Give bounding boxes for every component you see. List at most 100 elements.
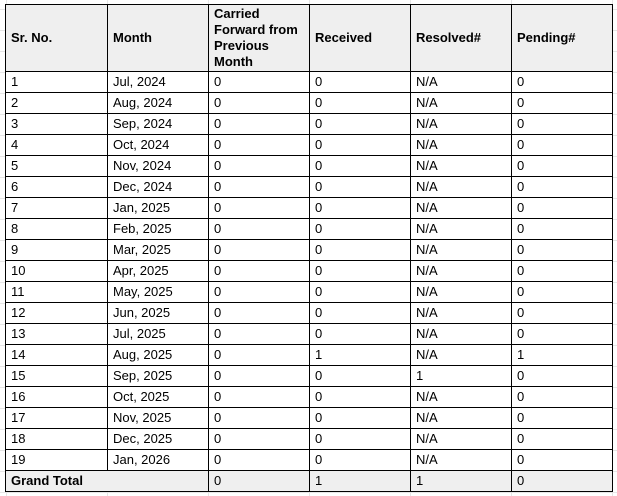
cell-resolved: 1 — [410, 365, 512, 387]
cell-resolved: N/A — [410, 197, 512, 219]
cell-sr-no: 15 — [5, 365, 108, 387]
header-received: Received — [309, 4, 411, 72]
cell-received: 0 — [309, 176, 411, 198]
cell-month: Feb, 2025 — [107, 218, 209, 240]
cell-sr-no: 16 — [5, 386, 108, 408]
cell-carried-forward: 0 — [208, 218, 310, 240]
cell-sr-no: 19 — [5, 449, 108, 471]
cell-received: 0 — [309, 323, 411, 345]
table-row: 1 Jul, 2024 0 0 N/A 0 — [5, 71, 613, 93]
cell-received: 0 — [309, 407, 411, 429]
cell-resolved: N/A — [410, 386, 512, 408]
cell-carried-forward: 0 — [208, 197, 310, 219]
cell-pending: 0 — [511, 281, 613, 303]
cell-pending: 0 — [511, 365, 613, 387]
cell-month: Jan, 2025 — [107, 197, 209, 219]
cell-received: 0 — [309, 197, 411, 219]
cell-carried-forward: 0 — [208, 365, 310, 387]
cell-resolved: N/A — [410, 176, 512, 198]
cell-month: Sep, 2025 — [107, 365, 209, 387]
cell-resolved: N/A — [410, 218, 512, 240]
cell-received: 0 — [309, 155, 411, 177]
cell-sr-no: 12 — [5, 302, 108, 324]
cell-pending: 0 — [511, 428, 613, 450]
cell-sr-no: 10 — [5, 260, 108, 282]
cell-received: 0 — [309, 71, 411, 93]
cell-month: Aug, 2024 — [107, 92, 209, 114]
cell-received: 0 — [309, 428, 411, 450]
table-row: 16 Oct, 2025 0 0 N/A 0 — [5, 386, 613, 408]
total-pending: 0 — [511, 470, 613, 492]
table-row: 17 Nov, 2025 0 0 N/A 0 — [5, 407, 613, 429]
table-row: 6 Dec, 2024 0 0 N/A 0 — [5, 176, 613, 198]
cell-carried-forward: 0 — [208, 71, 310, 93]
total-resolved: 1 — [410, 470, 512, 492]
cell-pending: 0 — [511, 71, 613, 93]
table-row: 10 Apr, 2025 0 0 N/A 0 — [5, 260, 613, 282]
cell-resolved: N/A — [410, 281, 512, 303]
cell-month: Jun, 2025 — [107, 302, 209, 324]
cell-received: 0 — [309, 281, 411, 303]
table-row: 3 Sep, 2024 0 0 N/A 0 — [5, 113, 613, 135]
cell-carried-forward: 0 — [208, 281, 310, 303]
table-row: 4 Oct, 2024 0 0 N/A 0 — [5, 134, 613, 156]
header-month: Month — [107, 4, 209, 72]
cell-resolved: N/A — [410, 239, 512, 261]
cell-sr-no: 6 — [5, 176, 108, 198]
cell-pending: 0 — [511, 134, 613, 156]
table-row: 12 Jun, 2025 0 0 N/A 0 — [5, 302, 613, 324]
cell-month: Jul, 2024 — [107, 71, 209, 93]
cell-pending: 0 — [511, 386, 613, 408]
cell-month: Mar, 2025 — [107, 239, 209, 261]
cell-pending: 0 — [511, 449, 613, 471]
grand-total-row: Grand Total 0 1 1 0 — [5, 470, 613, 492]
cell-carried-forward: 0 — [208, 176, 310, 198]
table-row: 18 Dec, 2025 0 0 N/A 0 — [5, 428, 613, 450]
cell-pending: 0 — [511, 260, 613, 282]
cell-sr-no: 17 — [5, 407, 108, 429]
cell-received: 0 — [309, 449, 411, 471]
cell-month: Nov, 2025 — [107, 407, 209, 429]
cell-sr-no: 13 — [5, 323, 108, 345]
table-row: 13 Jul, 2025 0 0 N/A 0 — [5, 323, 613, 345]
cell-sr-no: 9 — [5, 239, 108, 261]
cell-month: Nov, 2024 — [107, 155, 209, 177]
cell-carried-forward: 0 — [208, 239, 310, 261]
cell-carried-forward: 0 — [208, 155, 310, 177]
cell-sr-no: 14 — [5, 344, 108, 366]
cell-carried-forward: 0 — [208, 260, 310, 282]
header-resolved: Resolved# — [410, 4, 512, 72]
table-row: 9 Mar, 2025 0 0 N/A 0 — [5, 239, 613, 261]
cell-month: Aug, 2025 — [107, 344, 209, 366]
table-row: 11 May, 2025 0 0 N/A 0 — [5, 281, 613, 303]
cell-pending: 0 — [511, 302, 613, 324]
cell-carried-forward: 0 — [208, 323, 310, 345]
cell-received: 1 — [309, 344, 411, 366]
cell-resolved: N/A — [410, 302, 512, 324]
table-row: 7 Jan, 2025 0 0 N/A 0 — [5, 197, 613, 219]
cell-resolved: N/A — [410, 323, 512, 345]
cell-sr-no: 4 — [5, 134, 108, 156]
cell-received: 0 — [309, 365, 411, 387]
grand-total-label: Grand Total — [5, 470, 209, 492]
cell-pending: 0 — [511, 92, 613, 114]
cell-month: Apr, 2025 — [107, 260, 209, 282]
cell-sr-no: 2 — [5, 92, 108, 114]
cell-received: 0 — [309, 218, 411, 240]
cell-received: 0 — [309, 386, 411, 408]
cell-month: Oct, 2024 — [107, 134, 209, 156]
cell-resolved: N/A — [410, 449, 512, 471]
table-row: 19 Jan, 2026 0 0 N/A 0 — [5, 449, 613, 471]
cell-month: Jul, 2025 — [107, 323, 209, 345]
cell-pending: 0 — [511, 197, 613, 219]
cell-resolved: N/A — [410, 71, 512, 93]
cell-carried-forward: 0 — [208, 407, 310, 429]
total-carried-forward: 0 — [208, 470, 310, 492]
cell-month: Dec, 2025 — [107, 428, 209, 450]
cell-sr-no: 3 — [5, 113, 108, 135]
cell-received: 0 — [309, 239, 411, 261]
cell-sr-no: 8 — [5, 218, 108, 240]
cell-resolved: N/A — [410, 260, 512, 282]
cell-pending: 0 — [511, 323, 613, 345]
cell-sr-no: 1 — [5, 71, 108, 93]
